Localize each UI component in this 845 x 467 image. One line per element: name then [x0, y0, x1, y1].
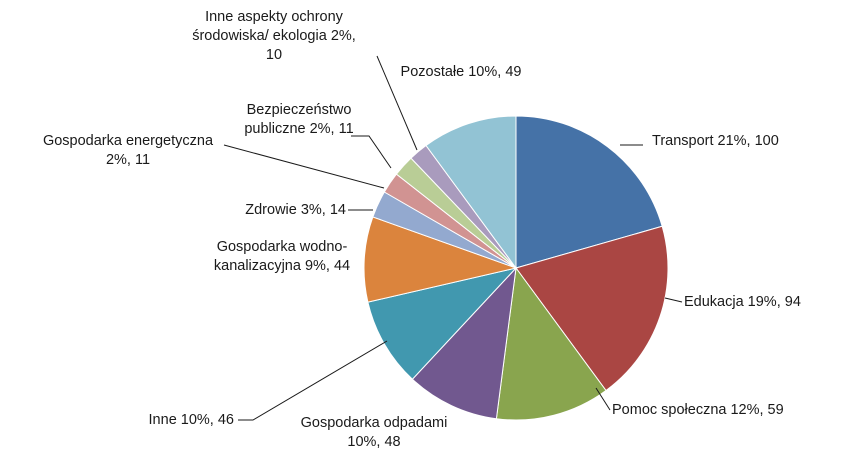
slice-label-11: Pozostałe 10%, 49	[401, 64, 522, 80]
pie-slice-5	[367, 267, 518, 380]
leader-line-5	[238, 340, 388, 421]
leader-line-2	[664, 297, 683, 303]
slice-label-3: Pomoc społeczna 12%, 59	[612, 402, 784, 418]
pie-slices	[363, 115, 669, 421]
leader-line-8	[223, 144, 385, 189]
slice-label-10: Inne aspekty ochrony środowiska/ ekologia…	[192, 9, 356, 63]
leader-line-10	[376, 55, 418, 151]
slice-label-8: Gospodarka energetyczna 2%, 11	[43, 133, 214, 168]
pie-slice-1	[515, 115, 663, 269]
pie-slice-6	[363, 216, 518, 303]
leader-line-9	[351, 135, 392, 169]
slice-label-5: Inne 10%, 46	[149, 412, 234, 428]
slice-labels: Transport 21%, 100 Edukacja 19%, 94 Pomoc …	[43, 9, 801, 450]
slice-label-6: Gospodarka wodno-kanalizacyjna 9%, 44	[214, 239, 350, 274]
slice-label-2: Edukacja 19%, 94	[684, 294, 801, 310]
slice-label-1: Transport 21%, 100	[652, 133, 779, 149]
slice-label-7: Zdrowie 3%, 14	[245, 202, 346, 218]
leader-line-3	[595, 387, 611, 411]
pie-slice-4	[411, 266, 517, 420]
slice-label-4: Gospodarka odpadami 10%, 48	[301, 415, 448, 450]
leader-lines	[223, 55, 683, 421]
slice-label-9: Bezpieczeństwo publiczne 2%, 11	[244, 102, 353, 137]
pie-slice-11	[425, 115, 517, 270]
pie-slice-3	[495, 266, 607, 421]
pie-slice-2	[515, 225, 669, 392]
